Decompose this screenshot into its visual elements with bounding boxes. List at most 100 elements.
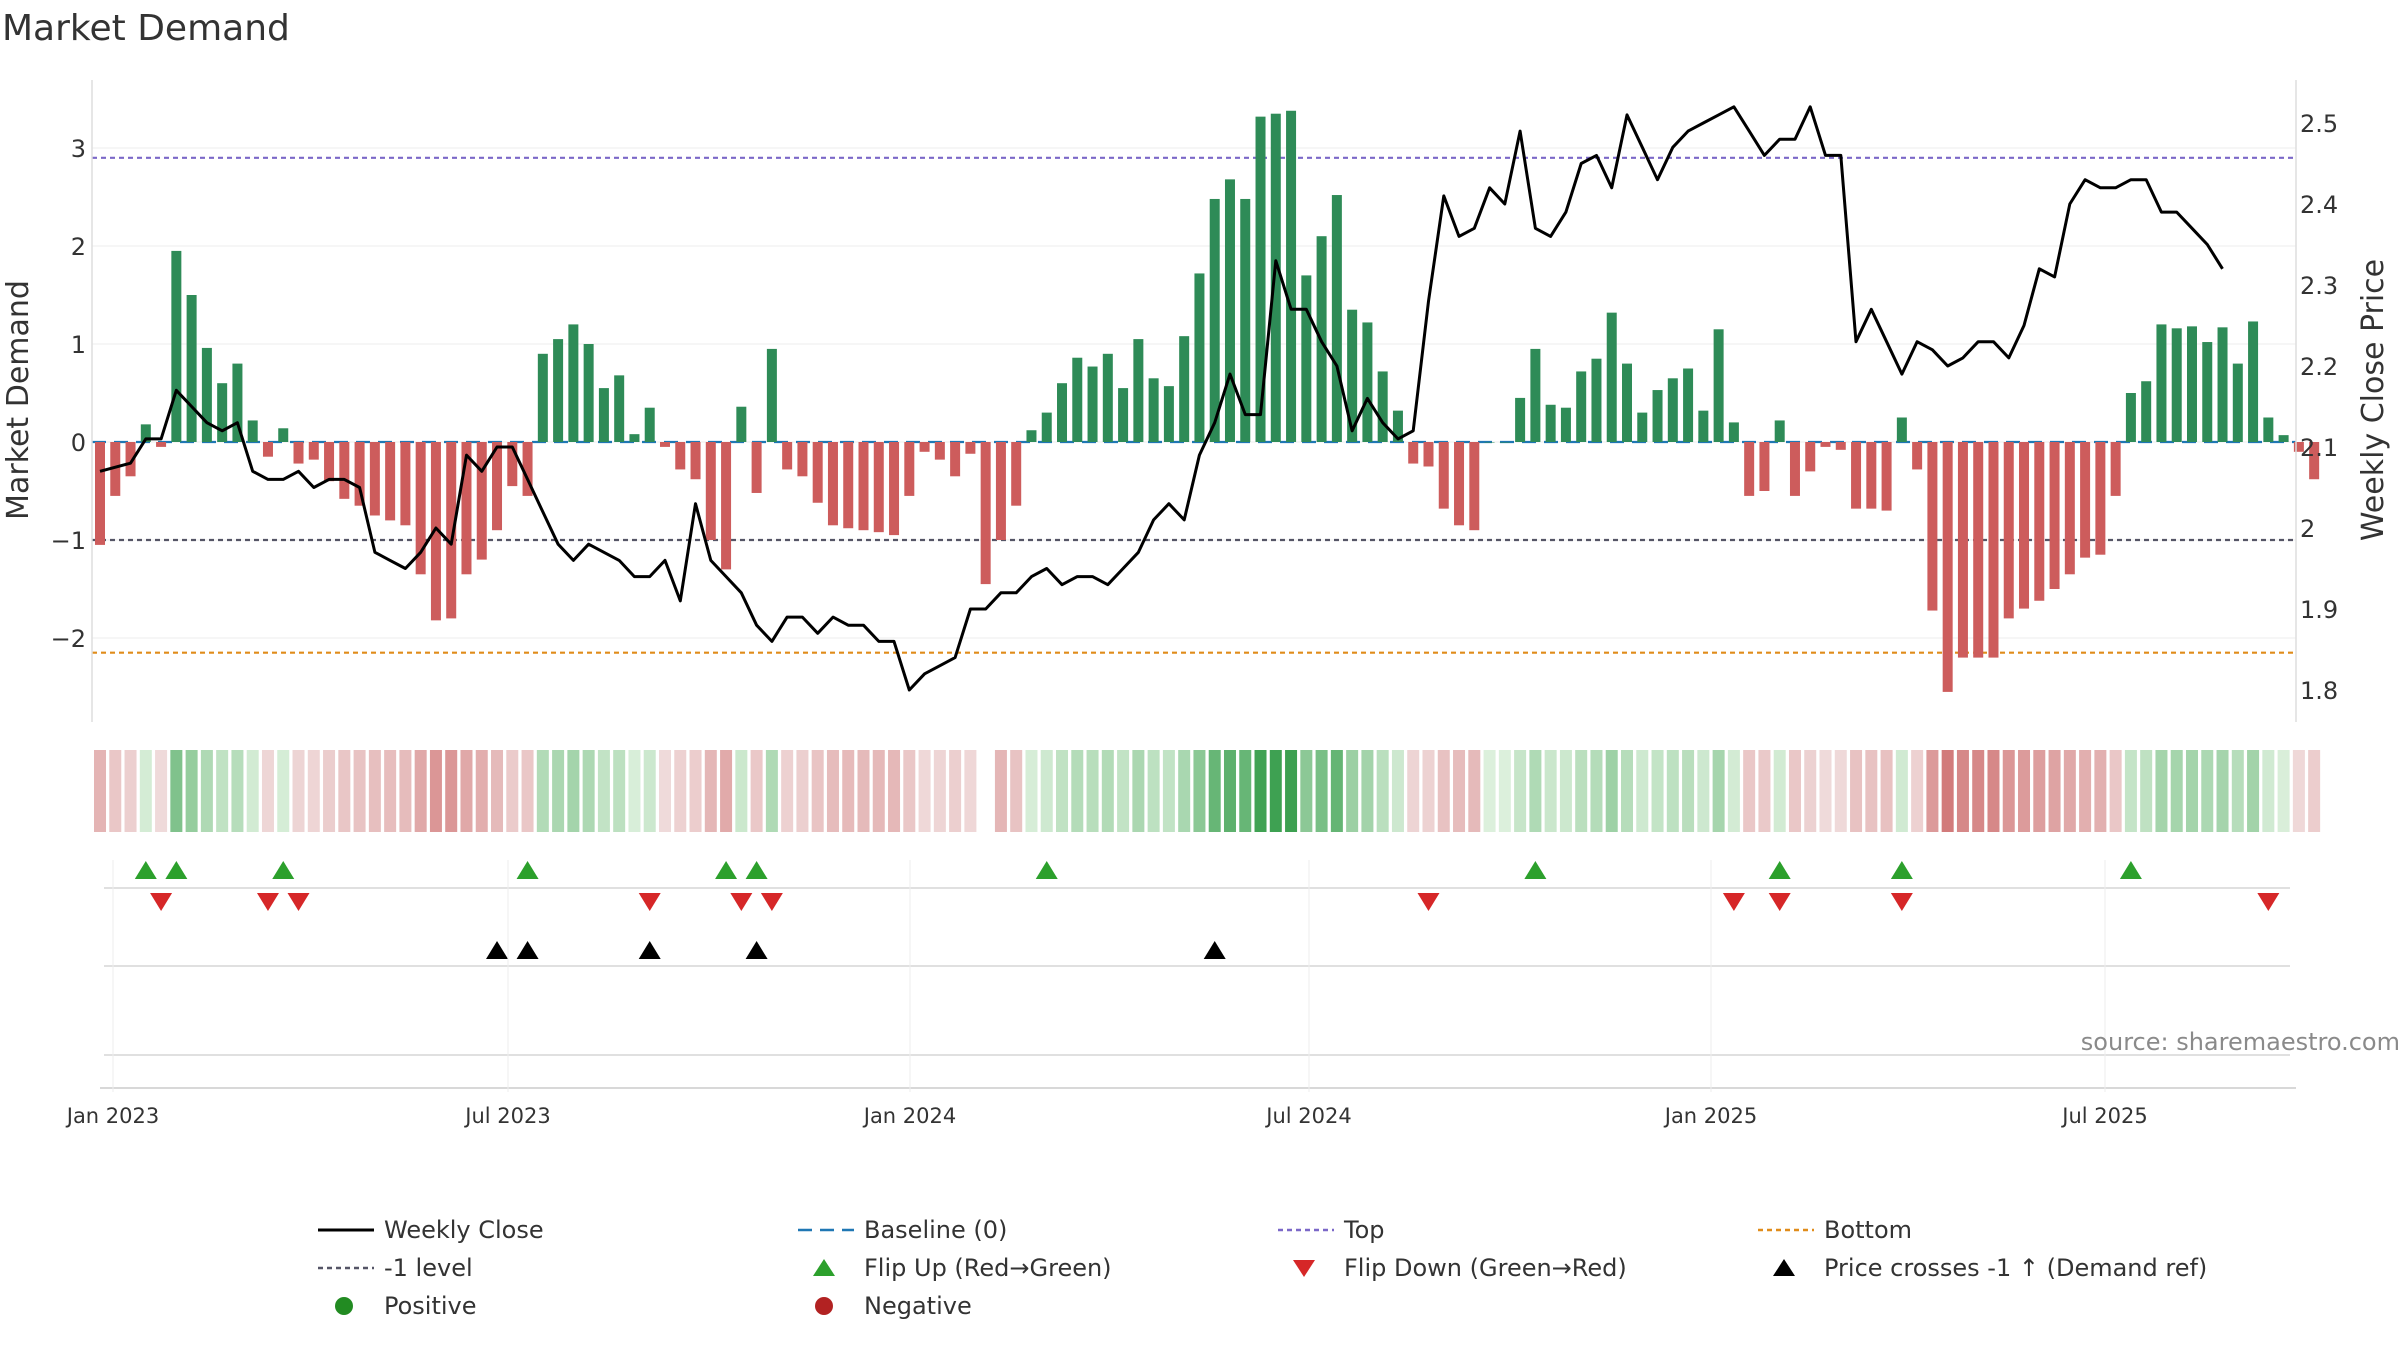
right-tick-label: 1.8 [2300, 677, 2338, 705]
flip-down-marker [638, 893, 661, 911]
heat-cell [964, 750, 977, 832]
heat-cell [491, 750, 504, 832]
heat-cell [658, 750, 671, 832]
heat-cell [1941, 750, 1954, 832]
heat-cell [2002, 750, 2015, 832]
demand-bar [736, 406, 747, 442]
price-cross-marker [1203, 941, 1226, 959]
demand-bar [1041, 412, 1052, 442]
demand-bar [1087, 366, 1098, 442]
demand-bar [675, 442, 686, 470]
demand-bar [629, 434, 640, 442]
demand-bar [430, 442, 441, 621]
heat-cell [1330, 750, 1343, 832]
heat-cell [246, 750, 259, 832]
flip-up-marker [516, 861, 539, 879]
legend-label: Flip Up (Red→Green) [864, 1254, 1112, 1282]
demand-bar [1683, 368, 1694, 442]
heat-cell [1559, 750, 1572, 832]
demand-bar [324, 442, 335, 482]
demand-bar [2217, 327, 2228, 442]
flip-up-marker [1035, 861, 1058, 879]
heat-cell [1071, 750, 1084, 832]
demand-bar [186, 295, 197, 442]
heat-cell [1300, 750, 1313, 832]
demand-bar [614, 375, 625, 442]
price-cross-marker [486, 941, 509, 959]
demand-bar [1560, 407, 1571, 442]
flip-down-marker [287, 893, 310, 911]
heat-cell [1086, 750, 1099, 832]
demand-bar [247, 420, 258, 442]
demand-bar [1026, 430, 1037, 442]
heat-cell [872, 750, 885, 832]
demand-bar [1118, 388, 1129, 442]
heat-cell [1056, 750, 1069, 832]
legend-label: Negative [864, 1292, 972, 1320]
heat-cell [277, 750, 290, 832]
heat-cell [1636, 750, 1649, 832]
demand-bar [2110, 442, 2121, 496]
demand-bar [171, 250, 182, 442]
demand-bar [1805, 442, 1816, 472]
heat-cell [689, 750, 702, 832]
demand-bar [2309, 442, 2320, 480]
demand-heat-strip [94, 750, 2321, 832]
heat-cell [1010, 750, 1023, 832]
demand-bar [950, 442, 961, 477]
demand-bar [782, 442, 793, 470]
heat-cell [1743, 750, 1756, 832]
demand-bar [415, 442, 426, 575]
demand-bar [262, 442, 273, 457]
heat-cell [2063, 750, 2076, 832]
heat-cell [674, 750, 687, 832]
demand-bar [1438, 442, 1449, 509]
demand-bar [934, 442, 945, 460]
legend-label: Positive [384, 1292, 477, 1320]
demand-bar [721, 442, 732, 570]
heat-cell [1498, 750, 1511, 832]
heat-cell [1865, 750, 1878, 832]
heat-cell [2079, 750, 2092, 832]
demand-bar [2019, 442, 2030, 609]
heat-cell [918, 750, 931, 832]
price-cross-marker [638, 941, 661, 959]
left-tick-label: 2 [71, 233, 86, 261]
heat-cell [1437, 750, 1450, 832]
flip-down-marker [1722, 893, 1745, 911]
flip-up-marker [165, 861, 188, 879]
demand-bar [1866, 442, 1877, 509]
flip-down-marker [730, 893, 753, 911]
left-tick-label: −1 [51, 527, 86, 555]
left-axis-label: Market Demand [1, 280, 36, 520]
heat-cell [1651, 750, 1664, 832]
demand-bar [156, 442, 167, 447]
demand-bar [1835, 442, 1846, 450]
demand-bar [705, 442, 716, 540]
flip-down-marker [760, 893, 783, 911]
demand-bar [400, 442, 411, 526]
heat-cell [1575, 750, 1588, 832]
demand-bar [1530, 348, 1541, 442]
demand-bars [95, 110, 2320, 692]
heat-cell [597, 750, 610, 832]
heat-cell [2185, 750, 2198, 832]
heat-cell [170, 750, 183, 832]
legend-label: Price crosses -1 ↑ (Demand ref) [1824, 1254, 2207, 1282]
demand-bar [598, 388, 609, 442]
flip-down-marker [1417, 893, 1440, 911]
heat-cell [1407, 750, 1420, 832]
demand-bar [1209, 198, 1220, 442]
demand-bar [827, 442, 838, 526]
heat-cell [1529, 750, 1542, 832]
flip-up-marker [134, 861, 157, 879]
x-tick-label: Jan 2025 [1663, 1104, 1758, 1128]
demand-bar [1286, 110, 1297, 442]
heat-cell [811, 750, 824, 832]
heat-cell [1834, 750, 1847, 832]
demand-bar [1255, 116, 1266, 442]
price-cross-marker [745, 941, 768, 959]
demand-bar [1469, 442, 1480, 531]
right-axis-label: Weekly Close Price [2356, 259, 2391, 541]
demand-bar [995, 442, 1006, 540]
